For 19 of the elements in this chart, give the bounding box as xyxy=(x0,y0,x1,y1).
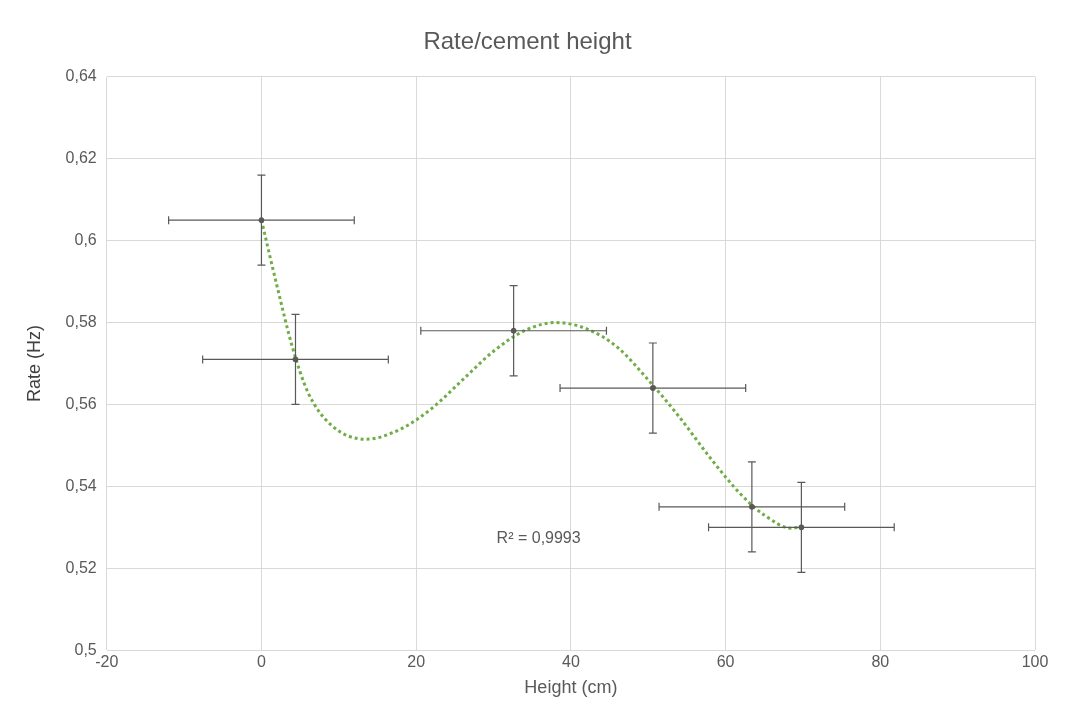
x-tick-label: 40 xyxy=(561,653,580,671)
chart-title: Rate/cement height xyxy=(423,27,632,55)
y-tick-label: 0,52 xyxy=(65,558,97,576)
annotation: R² = 0,9993 xyxy=(496,528,581,546)
y-tick-label: 0,56 xyxy=(65,394,97,412)
y-tick-label: 0,54 xyxy=(65,476,97,494)
x-tick-label: 20 xyxy=(407,653,426,671)
x-tick-label: 100 xyxy=(1021,653,1049,671)
y-tick-label: 0,6 xyxy=(74,231,97,249)
x-tick-label: -20 xyxy=(95,653,119,671)
y-tick-label: 0,58 xyxy=(65,312,97,330)
y-tick-label: 0,62 xyxy=(65,149,97,167)
x-tick-label: 80 xyxy=(871,653,890,671)
y-tick-label: 0,64 xyxy=(65,67,97,85)
y-tick-label: 0,5 xyxy=(74,640,97,658)
x-tick-label: 60 xyxy=(716,653,735,671)
y-axis-title: Rate (Hz) xyxy=(23,324,44,403)
x-tick-label: 0 xyxy=(257,653,266,671)
x-axis-title: Height (cm) xyxy=(524,677,618,698)
